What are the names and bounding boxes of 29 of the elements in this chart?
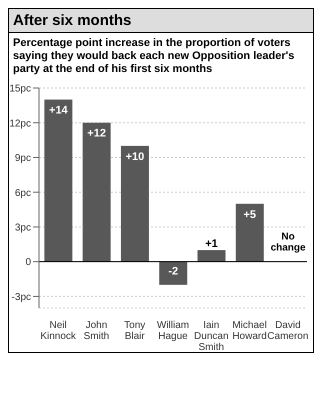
- bar: [159, 262, 188, 285]
- y-tick-label: 6pc: [14, 188, 31, 199]
- data-label: +5: [244, 208, 256, 221]
- bar: [198, 250, 226, 262]
- bar: [120, 146, 149, 262]
- bar: [236, 204, 264, 262]
- x-tick-label: Michael Howard: [232, 320, 267, 342]
- x-tick-label: David Cameron: [267, 320, 308, 342]
- chart-subtitle: Percentage point increase in the proportion of voters saying they would back each new Opposition leader's party at the end of his first six months: [12, 36, 296, 77]
- y-tick-label: -3pc: [12, 292, 31, 303]
- y-tick-label: 12pc: [9, 118, 31, 130]
- data-label: +12: [87, 128, 106, 140]
- data-label: +1: [205, 238, 218, 250]
- bar: [82, 122, 111, 262]
- bar: [44, 100, 72, 262]
- x-tick-label: Tony Blair: [124, 320, 146, 342]
- x-tick-label: William Hague: [156, 320, 190, 342]
- data-label: +14: [49, 104, 69, 117]
- data-label: No change: [270, 232, 306, 254]
- x-tick-label: Iain Duncan Smith: [194, 320, 229, 353]
- x-tick-label: Neil Kinnock: [40, 320, 77, 342]
- y-tick-label: 3pc: [14, 222, 31, 234]
- chart-title: After six months: [9, 9, 313, 33]
- y-tick-label: 9pc: [14, 153, 31, 164]
- data-label: -2: [168, 266, 178, 278]
- y-tick-label: 0: [25, 257, 32, 268]
- y-tick-label: 15pc: [9, 84, 31, 95]
- x-tick-label: John Smith: [84, 320, 110, 342]
- data-label: +10: [126, 150, 144, 163]
